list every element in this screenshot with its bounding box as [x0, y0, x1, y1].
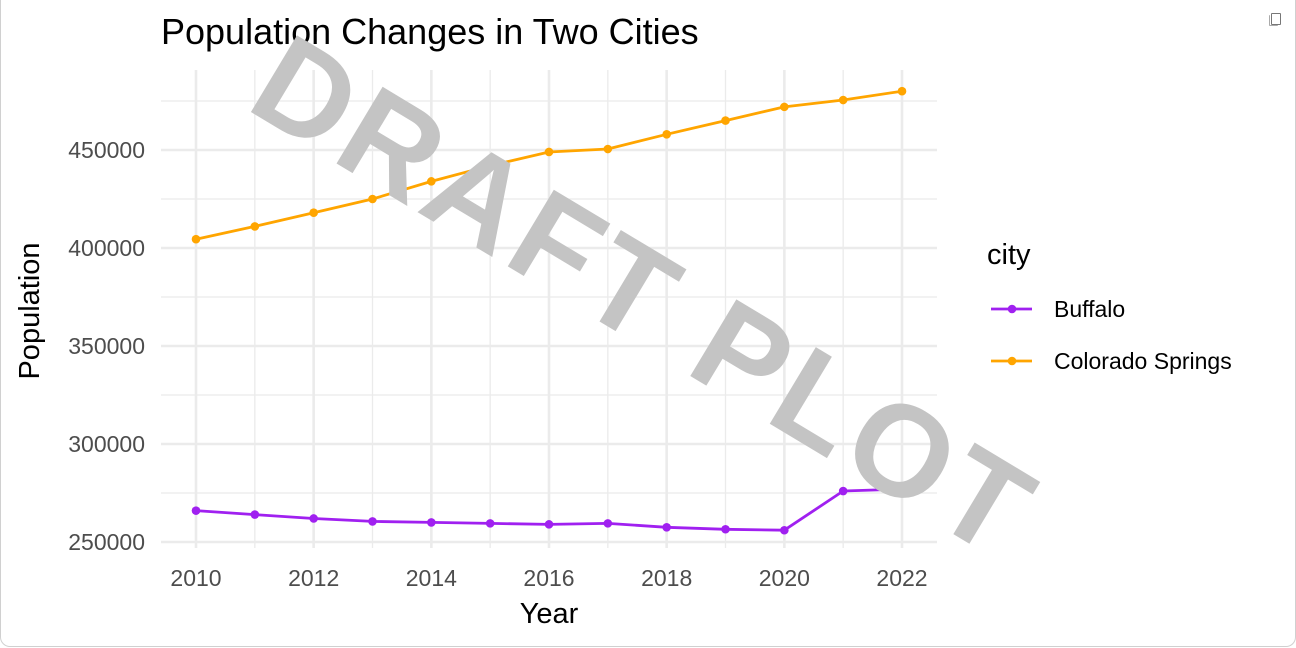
data-point [838, 486, 848, 496]
y-tick-label: 400000 [68, 235, 145, 261]
data-point [544, 520, 554, 529]
grid [161, 70, 937, 548]
data-point [250, 222, 260, 231]
series-buffalo [191, 484, 907, 535]
data-point [191, 506, 201, 515]
chart-title: Population Changes in Two Cities [161, 11, 699, 52]
x-tick-label: 2010 [170, 565, 221, 591]
x-tick-label: 2016 [523, 565, 574, 591]
y-axis-title: Population [14, 242, 46, 379]
y-tick-label: 350000 [68, 333, 145, 359]
data-point [662, 523, 671, 532]
data-point [780, 525, 789, 535]
x-axis-title: Year [520, 598, 579, 630]
data-point [191, 234, 201, 244]
data-point [544, 147, 554, 157]
y-axis-ticks: 250000 300000 350000 400000 450000 [68, 137, 145, 555]
data-point [721, 116, 730, 125]
legend-key-point [1007, 356, 1017, 366]
data-point [603, 144, 613, 154]
x-tick-label: 2018 [641, 565, 692, 591]
legend: city Buffalo Colorado Springs [987, 239, 1232, 374]
x-axis-ticks: 2010 2012 2014 2016 2018 2020 2022 [170, 565, 927, 591]
data-point [309, 208, 318, 218]
data-point [427, 518, 436, 527]
y-tick-label: 250000 [68, 529, 145, 555]
data-point [368, 517, 377, 526]
legend-label: Buffalo [1054, 296, 1125, 322]
data-point [427, 177, 436, 186]
legend-key-point [1007, 304, 1017, 314]
data-point [485, 519, 495, 528]
copy-icon[interactable] [1269, 13, 1281, 26]
data-point [485, 161, 495, 170]
y-tick-label: 300000 [68, 431, 145, 457]
series-layer [191, 86, 907, 535]
data-point [897, 484, 907, 494]
legend-title: city [987, 239, 1031, 271]
data-point [309, 514, 318, 523]
data-point [721, 524, 730, 534]
data-point [250, 510, 260, 519]
data-point [662, 130, 671, 139]
data-point [368, 194, 377, 204]
data-point [897, 86, 907, 96]
data-point [780, 102, 789, 112]
x-tick-label: 2012 [288, 565, 339, 591]
data-point [838, 95, 848, 105]
legend-label: Colorado Springs [1054, 348, 1232, 374]
legend-item: Colorado Springs [991, 348, 1232, 374]
x-tick-label: 2022 [876, 565, 927, 591]
legend-item: Buffalo [991, 296, 1125, 322]
data-point [603, 519, 613, 528]
x-tick-label: 2014 [406, 565, 457, 591]
y-tick-label: 450000 [68, 137, 145, 163]
x-tick-label: 2020 [759, 565, 810, 591]
series-colorado-springs [191, 86, 907, 244]
